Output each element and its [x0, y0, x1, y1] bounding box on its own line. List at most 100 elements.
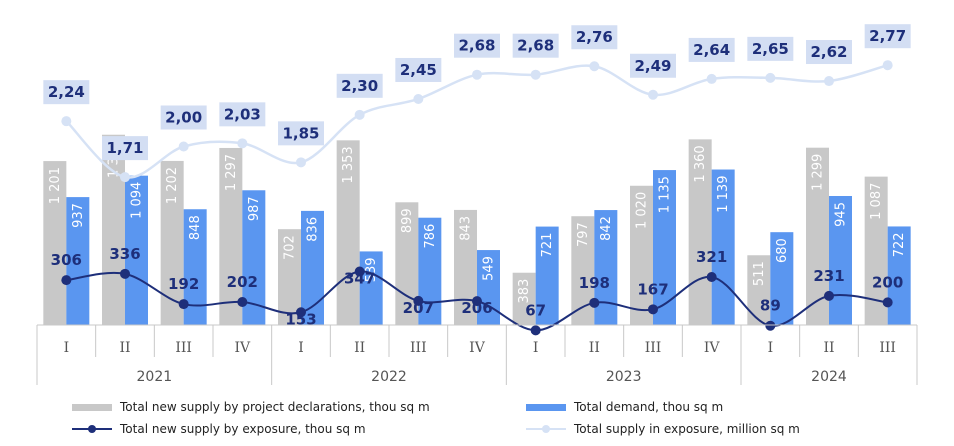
- data-label-total-exposure: 1,71: [106, 139, 143, 157]
- x-tick-label: III: [410, 340, 427, 356]
- point-total-exposure: [824, 76, 834, 87]
- bar-demand: [183, 209, 207, 325]
- bar-demand: [242, 190, 266, 325]
- point-new-exposure: [178, 299, 189, 310]
- bar-label-declarations: 1 087: [869, 183, 884, 220]
- legend-swatch-demand: [526, 403, 566, 411]
- x-tick-label: I: [64, 340, 70, 356]
- bar-declarations: [806, 147, 829, 325]
- data-label-total-exposure: 2,45: [400, 61, 437, 79]
- label-box-total-exposure: [512, 33, 559, 58]
- bar-label-declarations: 1 201: [48, 167, 63, 204]
- legend-line-exposure-total: [526, 422, 566, 436]
- x-tick-label: II: [119, 340, 130, 356]
- label-box-total-exposure: [219, 102, 266, 127]
- bar-declarations: [278, 229, 301, 325]
- bar-label-demand: 987: [247, 196, 262, 221]
- label-box-total-exposure: [43, 80, 90, 105]
- point-total-exposure: [589, 61, 600, 72]
- point-total-exposure: [120, 172, 130, 183]
- x-group-label-year: 2024: [811, 369, 847, 385]
- bar-label-demand: 937: [71, 203, 86, 228]
- legend: Total new supply by project declarations…: [0, 392, 954, 446]
- bar-demand: [711, 169, 735, 325]
- legend-label-declarations: Total new supply by project declarations…: [120, 400, 430, 414]
- x-tick-label: I: [768, 340, 774, 356]
- data-label-total-exposure: 2,03: [224, 105, 261, 123]
- label-box-total-exposure: [747, 36, 794, 61]
- point-total-exposure: [706, 73, 717, 84]
- bar-label-declarations: 383: [517, 279, 532, 304]
- data-label-total-exposure: 2,24: [48, 83, 85, 101]
- point-new-exposure: [296, 307, 306, 318]
- point-new-exposure: [413, 295, 424, 306]
- bar-label-demand: 945: [834, 202, 849, 227]
- x-tick-label: IV: [469, 340, 486, 356]
- data-label-total-exposure: 2,68: [458, 37, 495, 55]
- bar-declarations: [395, 202, 419, 325]
- data-label-new-exposure: 89: [760, 297, 781, 315]
- data-label-new-exposure: 198: [579, 274, 610, 292]
- label-box-total-exposure: [160, 105, 207, 130]
- point-total-exposure: [61, 116, 72, 127]
- point-total-exposure: [178, 141, 189, 152]
- point-new-exposure: [530, 325, 541, 336]
- bar-label-demand: 1 139: [716, 176, 731, 213]
- point-total-exposure: [882, 60, 893, 71]
- data-label-new-exposure: 207: [403, 299, 434, 317]
- data-label-new-exposure: 306: [51, 251, 82, 269]
- x-group-label-year: 2022: [371, 369, 407, 385]
- bar-label-demand: 848: [188, 215, 203, 240]
- point-total-exposure: [354, 109, 365, 120]
- legend-label-demand: Total demand, thou sq m: [574, 400, 724, 414]
- data-label-total-exposure: 2,65: [752, 40, 789, 58]
- point-new-exposure: [472, 296, 482, 307]
- x-tick-label: IV: [235, 340, 252, 356]
- point-total-exposure: [765, 72, 776, 83]
- x-tick-label: II: [354, 340, 365, 356]
- bar-demand: [301, 210, 324, 325]
- legend-label-exposure-total: Total supply in exposure, million sq m: [574, 422, 800, 436]
- bar-declarations: [43, 161, 67, 325]
- bar-declarations: [864, 176, 888, 325]
- label-box-total-exposure: [864, 24, 911, 49]
- x-tick-label: I: [298, 340, 304, 356]
- line-total-exposure: [65, 63, 888, 179]
- data-label-new-exposure: 321: [696, 248, 727, 266]
- data-label-total-exposure: 2,00: [165, 109, 202, 127]
- bar-declarations: [747, 255, 771, 325]
- bar-declarations: [454, 209, 477, 325]
- label-box-total-exposure: [688, 37, 735, 62]
- point-total-exposure: [530, 69, 541, 80]
- x-group-label-year: 2021: [137, 369, 173, 385]
- legend-item-exposure-total: Total supply in exposure, million sq m: [526, 422, 800, 436]
- x-tick-label: I: [533, 340, 539, 356]
- point-new-exposure: [824, 290, 834, 301]
- data-label-new-exposure: 192: [168, 275, 199, 293]
- bar-declarations: [571, 216, 595, 325]
- data-label-new-exposure: 153: [285, 310, 316, 328]
- bar-demand: [125, 175, 148, 325]
- bar-demand: [887, 226, 911, 325]
- bar-label-declarations: 1 297: [224, 154, 239, 191]
- data-label-new-exposure: 200: [872, 273, 903, 291]
- label-box-total-exposure: [102, 136, 148, 161]
- point-total-exposure: [413, 93, 424, 104]
- x-tick-label: IV: [704, 340, 721, 356]
- bar-label-demand: 680: [775, 238, 790, 263]
- data-label-total-exposure: 2,49: [634, 57, 671, 75]
- bar-declarations: [219, 147, 243, 325]
- bar-demand: [770, 232, 794, 325]
- bar-demand: [359, 251, 383, 325]
- bar-demand: [594, 210, 618, 325]
- label-box-total-exposure: [395, 57, 442, 82]
- legend-label-exposure-new: Total new supply by exposure, thou sq m: [120, 422, 366, 436]
- data-label-new-exposure: 67: [525, 301, 546, 319]
- legend-item-demand: Total demand, thou sq m: [526, 400, 723, 414]
- bar-demand: [535, 226, 559, 325]
- point-total-exposure: [237, 138, 248, 149]
- label-box-total-exposure: [454, 33, 500, 58]
- data-label-new-exposure: 202: [227, 273, 258, 291]
- data-label-total-exposure: 2,62: [810, 43, 847, 61]
